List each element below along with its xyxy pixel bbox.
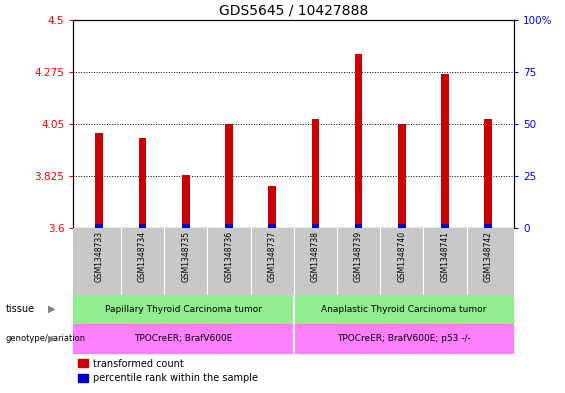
Bar xyxy=(268,224,276,228)
Bar xyxy=(311,224,319,228)
Text: GSM1348738: GSM1348738 xyxy=(311,231,320,282)
Bar xyxy=(138,138,146,228)
Bar xyxy=(355,224,363,228)
Text: Anaplastic Thyroid Carcinoma tumor: Anaplastic Thyroid Carcinoma tumor xyxy=(321,305,486,314)
Text: GSM1348742: GSM1348742 xyxy=(484,231,493,282)
Text: GSM1348741: GSM1348741 xyxy=(441,231,450,282)
Text: GSM1348740: GSM1348740 xyxy=(397,231,406,283)
Text: GSM1348736: GSM1348736 xyxy=(224,231,233,283)
Bar xyxy=(484,119,492,228)
Text: Papillary Thyroid Carcinoma tumor: Papillary Thyroid Carcinoma tumor xyxy=(105,305,262,314)
Bar xyxy=(441,224,449,228)
Text: ▶: ▶ xyxy=(48,303,55,314)
Bar xyxy=(95,224,103,228)
Bar xyxy=(398,224,406,228)
Text: genotype/variation: genotype/variation xyxy=(6,334,86,343)
Text: GSM1348735: GSM1348735 xyxy=(181,231,190,283)
Text: TPOCreER; BrafV600E: TPOCreER; BrafV600E xyxy=(134,334,233,343)
Bar xyxy=(398,124,406,228)
Legend: transformed count, percentile rank within the sample: transformed count, percentile rank withi… xyxy=(79,358,258,384)
Text: tissue: tissue xyxy=(6,303,35,314)
Bar xyxy=(484,224,492,228)
Bar xyxy=(182,175,190,228)
Bar xyxy=(441,74,449,228)
Bar xyxy=(225,224,233,228)
Bar xyxy=(225,124,233,228)
Text: TPOCreER; BrafV600E; p53 -/-: TPOCreER; BrafV600E; p53 -/- xyxy=(337,334,471,343)
Bar xyxy=(182,224,190,228)
Bar xyxy=(138,224,146,228)
Text: GSM1348737: GSM1348737 xyxy=(268,231,277,283)
Bar xyxy=(268,186,276,228)
Text: GSM1348733: GSM1348733 xyxy=(95,231,104,283)
Text: ▶: ▶ xyxy=(48,334,55,344)
Text: GSM1348739: GSM1348739 xyxy=(354,231,363,283)
Bar xyxy=(95,133,103,228)
Text: GSM1348734: GSM1348734 xyxy=(138,231,147,283)
Bar xyxy=(311,119,319,228)
Title: GDS5645 / 10427888: GDS5645 / 10427888 xyxy=(219,3,368,17)
Bar xyxy=(355,54,363,228)
